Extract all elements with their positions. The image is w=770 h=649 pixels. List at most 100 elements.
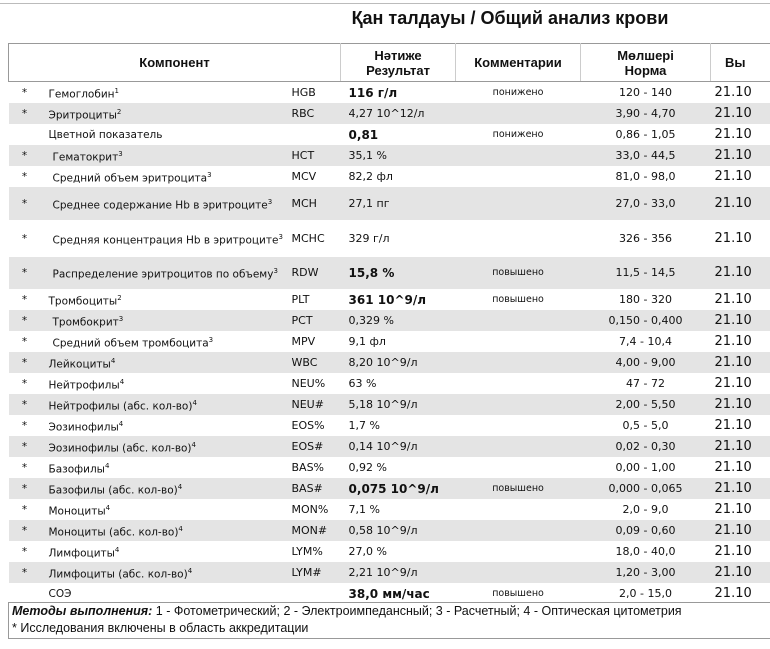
- norm-range: 4,00 - 9,00: [580, 352, 711, 373]
- method-footnote: 4: [118, 419, 124, 428]
- component-name-text: Тромбокрит: [52, 316, 119, 329]
- comment: [456, 166, 581, 187]
- footer-notes: Методы выполнения: 1 - Фотометрический; …: [8, 602, 770, 639]
- norm-range: 7,4 - 10,4: [619, 334, 672, 348]
- header-norm: Мөлшері Норма: [580, 43, 712, 82]
- table-row: * Моноциты (абс. кол-во)4 MON# 0,58 10^9/л 0…: [8, 520, 770, 541]
- accreditation-star: *: [21, 293, 28, 306]
- header-result-kz: Нәтиже: [374, 47, 422, 63]
- component-name: Базофилы4: [41, 457, 286, 478]
- date: 21.10: [714, 333, 752, 349]
- date: 21.10: [714, 126, 752, 142]
- result-value: 1,7 %: [348, 418, 380, 432]
- comment: понижено: [492, 86, 544, 98]
- comment: [456, 541, 581, 562]
- date: 21.10: [710, 103, 770, 124]
- component-name-text: Цветной показатель: [48, 128, 163, 141]
- comment: [456, 499, 581, 520]
- table-row: * Базофилы4 BAS% 0,92 % 0,00 - 1,00 21.10: [9, 457, 770, 478]
- norm-range: 180 - 320: [619, 292, 673, 306]
- component-code: RDW: [285, 257, 341, 289]
- component-code: PCT: [285, 310, 341, 331]
- date: 21.10: [710, 562, 770, 583]
- accreditation-star: *: [21, 86, 28, 99]
- component-name: Лимфоциты (абс. кол-во)4: [40, 562, 286, 583]
- norm-range: 0,00 - 1,00: [615, 460, 676, 474]
- component-name: Моноциты4: [41, 499, 286, 520]
- table-row: * Тромбокрит3 PCT 0,329 % 0,150 - 0,400 21.10: [8, 310, 770, 331]
- component-name-text: Распределение эритроцитов по объему: [52, 268, 274, 281]
- component-name: Базофилы (абс. кол-во)4: [40, 478, 286, 499]
- accreditation-star: *: [8, 562, 41, 583]
- component-name-text: Средний объем эритроцита: [52, 172, 208, 185]
- component-name-text: Тромбоциты: [48, 295, 118, 308]
- method-footnote: 2: [117, 293, 122, 302]
- component-name: Тромбоциты2: [41, 289, 286, 310]
- method-footnote: 4: [191, 440, 196, 449]
- component-code: NEU#: [285, 394, 341, 415]
- comment: повышено: [455, 257, 581, 289]
- result-value: 0,329 %: [340, 310, 456, 331]
- component-name-text: Моноциты (абс. кол-во): [48, 526, 179, 539]
- methods-label: Методы выполнения:: [12, 604, 153, 618]
- accreditation-star: *: [8, 310, 41, 331]
- table-row: * Тромбоциты2 PLT 361 10^9/л повышено 180 - 3…: [9, 289, 770, 310]
- result-value: 329 г/л: [348, 231, 390, 245]
- header-norm-ru: Норма: [624, 62, 667, 78]
- date: 21.10: [714, 375, 752, 391]
- component-code: EOS%: [291, 418, 325, 432]
- method-footnote: 4: [110, 356, 116, 365]
- method-footnote: 4: [105, 503, 111, 512]
- header-norm-kz: Мөлшері: [617, 47, 674, 63]
- component-name: Гемоглобин1: [41, 82, 286, 104]
- accreditation-star: *: [8, 394, 41, 415]
- norm-range: 1,20 - 3,00: [580, 562, 711, 583]
- norm-range: 47 - 72: [626, 376, 666, 390]
- comment: [455, 187, 581, 220]
- result-value: 38,0 мм/час: [348, 586, 430, 601]
- component-name-text: Эритроциты: [48, 109, 117, 122]
- table-row: * Лимфоциты (абс. кол-во)4 LYM# 2,21 10^9/л…: [8, 562, 770, 583]
- table-row: * Базофилы (абс. кол-во)4 BAS# 0,075 10^9/л…: [8, 478, 770, 499]
- table-row: * Средняя концентрация Hb в эритроците3 MC…: [9, 220, 770, 257]
- component-code: MCHC: [291, 231, 325, 245]
- page-title: Қан талдауы / Общий анализ крови: [351, 8, 669, 28]
- norm-range: 27,0 - 33,0: [580, 187, 711, 220]
- result-value: 0,075 10^9/л: [340, 478, 456, 499]
- result-value: 0,92 %: [348, 460, 387, 474]
- result-value: 35,1 %: [340, 145, 456, 166]
- component-code: MPV: [291, 334, 316, 348]
- header-comment: Комментарии: [455, 43, 582, 82]
- component-code: [286, 583, 341, 604]
- table-row: Цветной показатель 0,81 понижено 0,86 - 1,0…: [9, 124, 770, 145]
- date: 21.10: [714, 291, 752, 307]
- component-name-text: Среднее содержание Hb в эритроците: [52, 199, 268, 212]
- component-name: Среднее содержание Hb в эритроците3: [40, 187, 286, 220]
- table-row: * Эозинофилы (абс. кол-во)4 EOS# 0,14 10^9/…: [8, 436, 770, 457]
- component-name-text: СОЭ: [48, 587, 72, 600]
- component-name-text: Базофилы (абс. кол-во): [48, 484, 178, 497]
- norm-range: 11,5 - 14,5: [580, 257, 711, 289]
- top-divider: [0, 0, 770, 4]
- date: 21.10: [710, 478, 770, 499]
- comment: [455, 520, 581, 541]
- component-name-text: Нейтрофилы (абс. кол-во): [48, 400, 193, 413]
- component-name: Нейтрофилы4: [41, 373, 286, 394]
- accreditation-star: *: [8, 478, 41, 499]
- table-row: СОЭ 38,0 мм/час повышено 2,0 - 15,0 21.10: [9, 583, 770, 604]
- table-row: * Моноциты4 MON% 7,1 % 2,0 - 9,0 21.10: [9, 499, 770, 520]
- header-component: Компонент: [7, 43, 342, 82]
- result-value: 27,1 пг: [340, 187, 456, 220]
- component-code: MCV: [291, 169, 317, 183]
- date: 21.10: [710, 187, 770, 220]
- method-footnote: 4: [114, 545, 120, 554]
- table-row: * Распределение эритроцитов по объему3 RDW…: [8, 257, 770, 289]
- norm-range: 120 - 140: [619, 85, 673, 99]
- result-value: 0,58 10^9/л: [340, 520, 456, 541]
- component-code: MON%: [291, 502, 329, 516]
- component-code: MON#: [285, 520, 341, 541]
- component-name-text: Лимфоциты (абс. кол-во): [48, 568, 188, 581]
- date: 21.10: [714, 585, 752, 601]
- header-result: Нәтиже Результат: [340, 43, 457, 82]
- component-name: Гематокрит3: [40, 145, 286, 166]
